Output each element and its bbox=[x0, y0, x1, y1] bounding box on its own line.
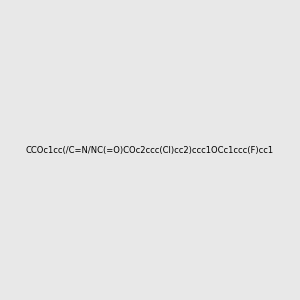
Text: CCOc1cc(/C=N/NC(=O)COc2ccc(Cl)cc2)ccc1OCc1ccc(F)cc1: CCOc1cc(/C=N/NC(=O)COc2ccc(Cl)cc2)ccc1OC… bbox=[26, 146, 274, 154]
